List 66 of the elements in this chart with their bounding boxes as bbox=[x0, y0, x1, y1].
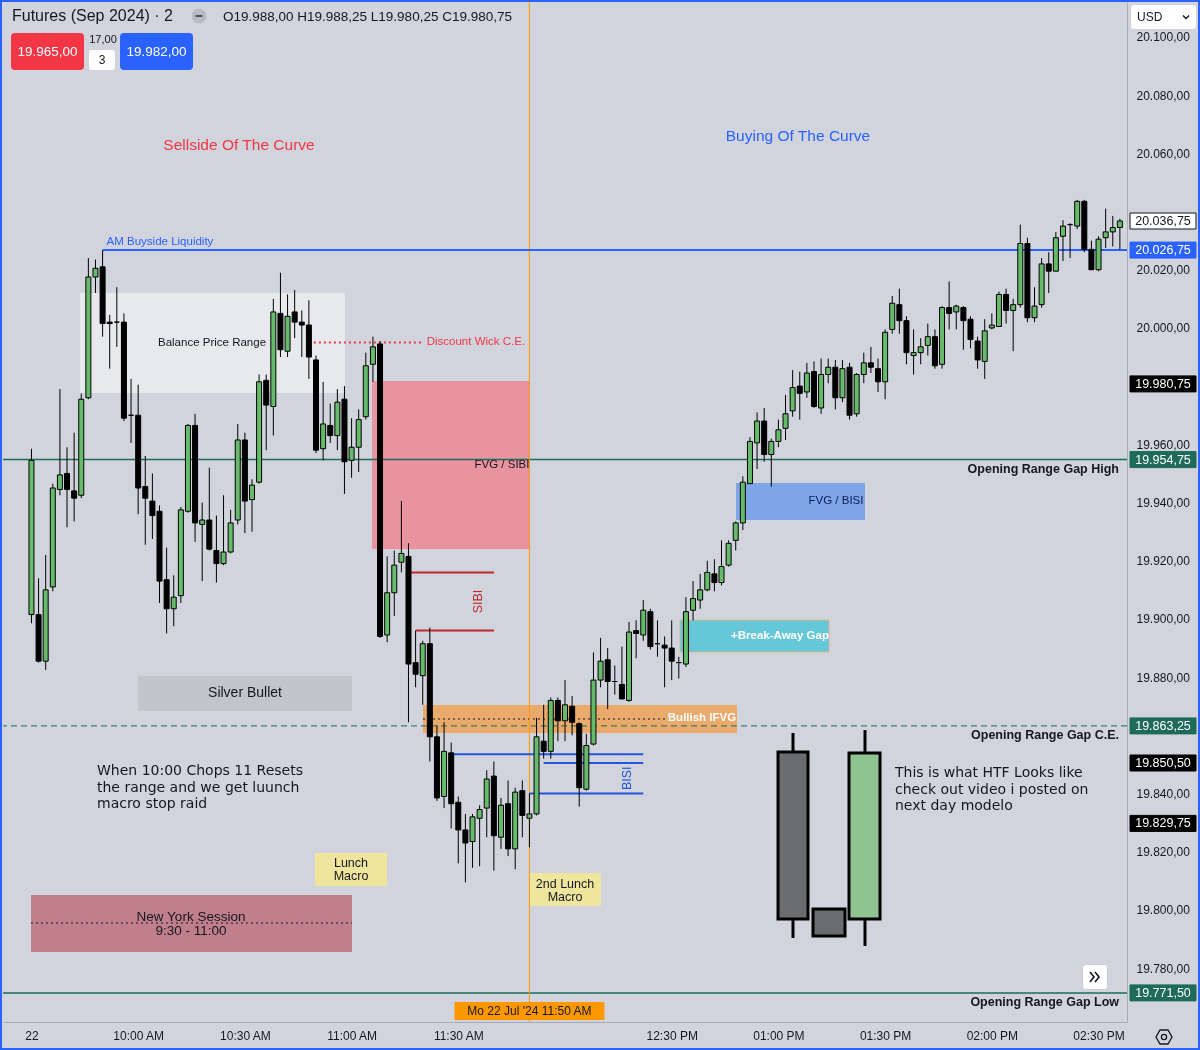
x-tick-label: 10:30 AM bbox=[220, 1028, 271, 1043]
x-tick-label: 11:30 AM bbox=[433, 1028, 484, 1043]
y-tick-label: 19.780,00 bbox=[1136, 961, 1191, 976]
y-tick-label: 19.900,00 bbox=[1136, 612, 1191, 627]
text: 19.954,75 bbox=[1135, 452, 1191, 467]
y-tick-label: 19.800,00 bbox=[1136, 903, 1191, 918]
x-tick-label: 10:00 AM bbox=[113, 1028, 165, 1043]
ref-line-label: Opening Range Gap High bbox=[967, 461, 1119, 476]
y-tick-label: 20.000,00 bbox=[1136, 321, 1191, 336]
y-tick-label: 19.840,00 bbox=[1136, 787, 1191, 802]
text: SIBI bbox=[470, 589, 485, 614]
candlestick bbox=[782, 394, 789, 441]
series-label: Discount Wick C.E. bbox=[426, 335, 526, 348]
x-tick-label: 22 bbox=[25, 1028, 39, 1043]
currency-dropdown[interactable]: USD bbox=[1131, 5, 1196, 29]
double-chevron-icon[interactable] bbox=[1082, 964, 1108, 990]
x-tick-label: 02:30 PM bbox=[1073, 1028, 1125, 1043]
x-tick-label: 01:30 PM bbox=[859, 1028, 912, 1043]
annotation: 17,00 bbox=[88, 33, 118, 45]
series-label: AM Buyside Liquidity bbox=[106, 235, 214, 248]
y-tick-label: 19.920,00 bbox=[1136, 554, 1191, 569]
y-tick-label: 20.020,00 bbox=[1136, 263, 1191, 278]
y-tick-label: 19.960,00 bbox=[1136, 437, 1191, 452]
text: 19.829,75 bbox=[1135, 816, 1191, 831]
annotation: FVG / BISI bbox=[808, 494, 864, 506]
annotation: Silver Bullet bbox=[208, 684, 283, 700]
settings-icon[interactable] bbox=[1155, 1028, 1173, 1046]
annotation: FVG / SIBI bbox=[474, 458, 530, 470]
annotation: Balance Price Range bbox=[157, 336, 267, 348]
text: 20.026,75 bbox=[1135, 243, 1191, 258]
annotation: +Break-Away Gap bbox=[731, 629, 829, 641]
ref-line-label: Opening Range Gap Low bbox=[970, 994, 1120, 1009]
annotation: Buying Of The Curve bbox=[725, 127, 871, 144]
ref-line-label: Mo 22 Jul '24 11:50 AM bbox=[467, 1004, 592, 1018]
annotation: 2nd Lunch Macro bbox=[535, 877, 595, 904]
x-tick-label: 02:00 PM bbox=[966, 1028, 1019, 1043]
minus-icon[interactable] bbox=[190, 8, 207, 24]
x-tick-label: 11:00 AM bbox=[327, 1028, 377, 1043]
buy-button[interactable]: 19.982,00 bbox=[120, 33, 193, 70]
annotation: New York Session 9:30 - 11:00 bbox=[136, 909, 246, 938]
chart-title: Futures (Sep 2024) · 2 bbox=[12, 7, 173, 25]
y-tick-label: 19.880,00 bbox=[1136, 670, 1191, 685]
annotation: Sellside Of The Curve bbox=[163, 136, 315, 153]
sell-button[interactable]: 19.965,00 bbox=[11, 33, 84, 70]
y-tick-label: 20.080,00 bbox=[1136, 88, 1191, 103]
y-tick-label: 20.060,00 bbox=[1136, 146, 1191, 161]
annotation: This is what HTF Looks like check out video i posted on next day modelo bbox=[894, 764, 1089, 813]
text: 19.980,75 bbox=[1135, 376, 1191, 391]
ref-line-label: Opening Range Gap C.E. bbox=[971, 727, 1119, 742]
y-tick-label: 19.820,00 bbox=[1136, 845, 1191, 860]
candlestick bbox=[1059, 219, 1066, 262]
text: 19.771,50 bbox=[1135, 985, 1191, 1000]
text: BISI bbox=[620, 766, 635, 791]
text: 20.036,75 bbox=[1135, 214, 1191, 228]
text: 19.863,25 bbox=[1135, 718, 1191, 733]
x-tick-label: 01:00 PM bbox=[753, 1028, 805, 1043]
annotation: Bullish IFVG bbox=[667, 711, 737, 723]
candlestick bbox=[725, 539, 732, 568]
quantity-field[interactable]: 3 bbox=[89, 50, 115, 70]
y-tick-label: 20.100,00 bbox=[1136, 30, 1191, 45]
y-tick-label: 19.940,00 bbox=[1136, 496, 1191, 511]
text: 19.850,50 bbox=[1135, 756, 1191, 770]
annotation: When 10:00 Chops 11 Resets the range and we get luunch macro stop raid bbox=[97, 762, 303, 811]
annotation: Lunch Macro bbox=[333, 856, 369, 883]
chart-subtitle: O19.988,00 H19.988,25 L19.980,25 C19.980,75 bbox=[222, 8, 512, 24]
x-tick-label: 12:30 PM bbox=[646, 1028, 698, 1043]
